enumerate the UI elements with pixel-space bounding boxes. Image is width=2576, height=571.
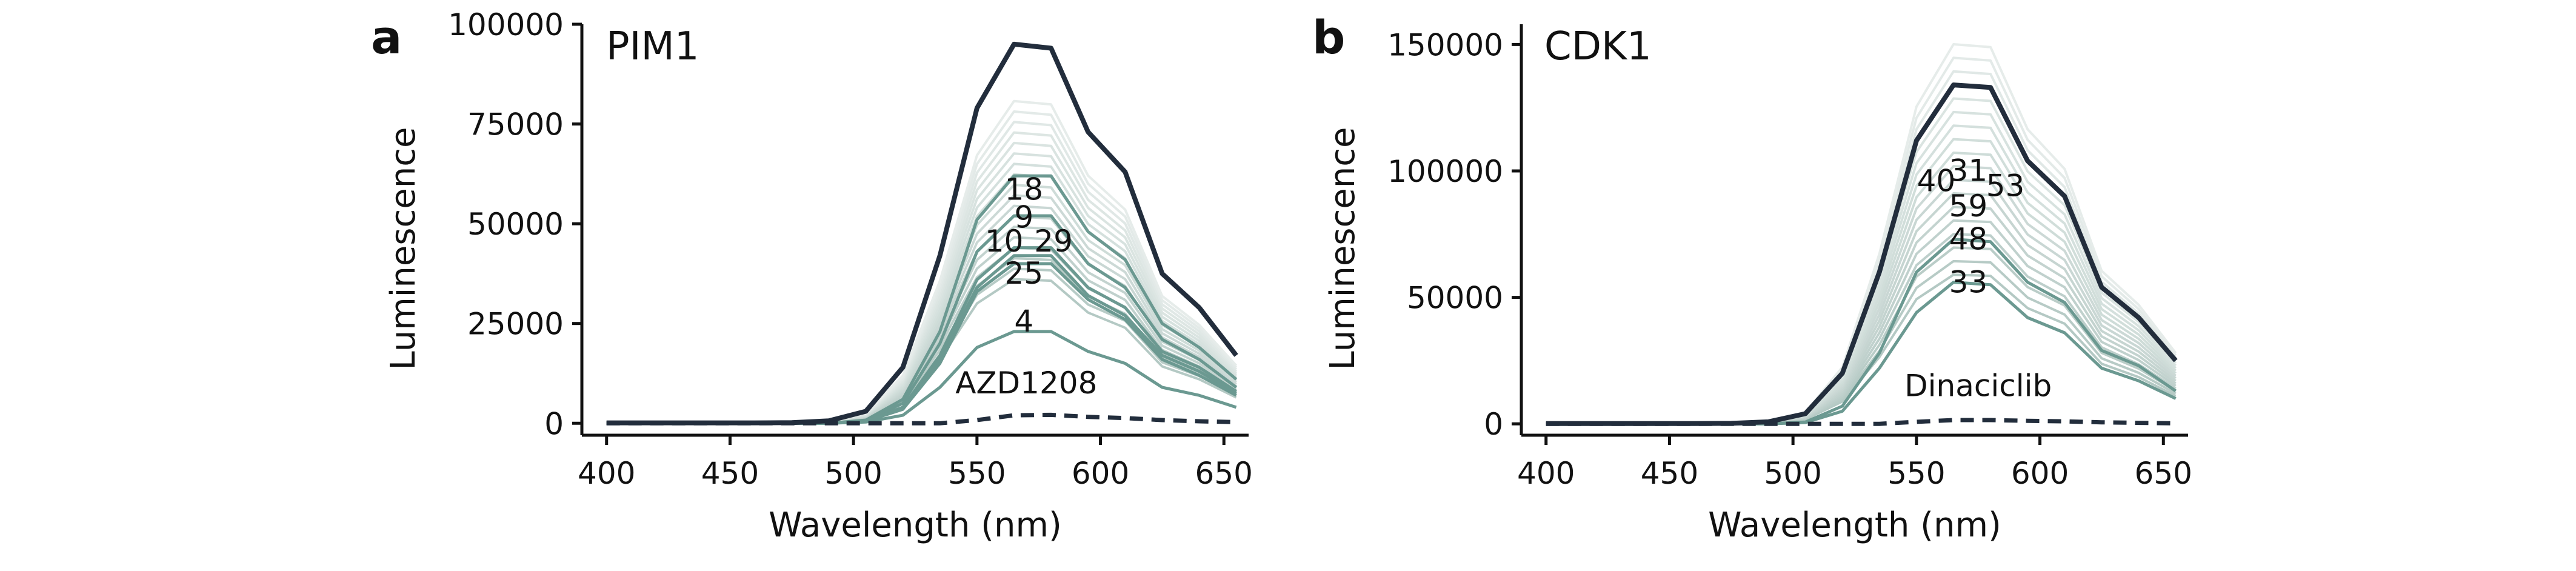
annotation-label: 4 [1014, 304, 1033, 339]
y-tick-label: 100000 [1387, 154, 1503, 189]
x-tick-label: 450 [1641, 456, 1698, 491]
annotation-label: 9 [1014, 200, 1033, 235]
y-tick-label: 25000 [467, 307, 564, 342]
x-tick-label: 650 [2135, 456, 2192, 491]
annotation-label: 25 [1004, 256, 1043, 291]
x-tick-label: 550 [1887, 456, 1945, 491]
panel-b-letter: b [1312, 10, 1345, 64]
panel-a-y-axis-title: Luminescence [384, 127, 423, 370]
panel-b-ticks: 400 450 500 550 600 650 0 50000 100000 150000 [1387, 27, 2192, 491]
y-tick-label: 100000 [448, 7, 564, 42]
y-tick-label: 150000 [1387, 27, 1503, 62]
annotation-label: 40 [1917, 163, 1956, 198]
control-series-line [1546, 82, 2178, 426]
panel-b-plot-area [1546, 43, 2178, 426]
panel-a-letter: a [371, 10, 402, 64]
panel-a-plot-area [606, 41, 1238, 426]
y-tick-label: 0 [1484, 407, 1503, 442]
panel-a-ticks: 400 450 500 550 600 650 0 25000 50000 75000 100000 [448, 7, 1253, 491]
inhibitor-series-line [606, 412, 1236, 426]
x-tick-label: 400 [578, 456, 635, 491]
x-tick-label: 600 [2011, 456, 2069, 491]
x-tick-label: 400 [1517, 456, 1575, 491]
annotation-label: 53 [1986, 169, 2025, 204]
annotation-label: Dinaciclib [1904, 368, 2052, 403]
x-tick-label: 500 [824, 456, 882, 491]
annotation-label: 33 [1949, 264, 1988, 299]
y-tick-label: 50000 [1407, 281, 1503, 316]
panel-b-title: CDK1 [1544, 24, 1652, 69]
annotation-label: 48 [1949, 221, 1988, 256]
x-tick-label: 550 [948, 456, 1006, 491]
x-tick-label: 600 [1072, 456, 1129, 491]
y-tick-label: 0 [544, 406, 564, 441]
annotation-label: 18 [1004, 172, 1043, 207]
annotation-label: 59 [1949, 189, 1988, 224]
x-tick-label: 500 [1764, 456, 1821, 491]
annotation-label: 31 [1949, 153, 1988, 189]
x-tick-label: 650 [1195, 456, 1253, 491]
panel-b-x-axis-title: Wavelength (nm) [1708, 506, 2001, 545]
annotation-label: 10 [985, 224, 1024, 259]
annotation-label: AZD1208 [955, 366, 1097, 401]
inhibitor-series-line [1546, 418, 2176, 426]
annotation-label: 29 [1034, 224, 1073, 259]
panel-a-title: PIM1 [606, 24, 699, 69]
y-tick-label: 75000 [467, 107, 564, 142]
control-series-line [606, 41, 1238, 426]
panel-b-y-axis-title: Luminescence [1323, 127, 1363, 370]
x-tick-label: 450 [701, 456, 759, 491]
y-tick-label: 50000 [467, 207, 564, 242]
panel-a-x-axis-title: Wavelength (nm) [769, 506, 1062, 545]
